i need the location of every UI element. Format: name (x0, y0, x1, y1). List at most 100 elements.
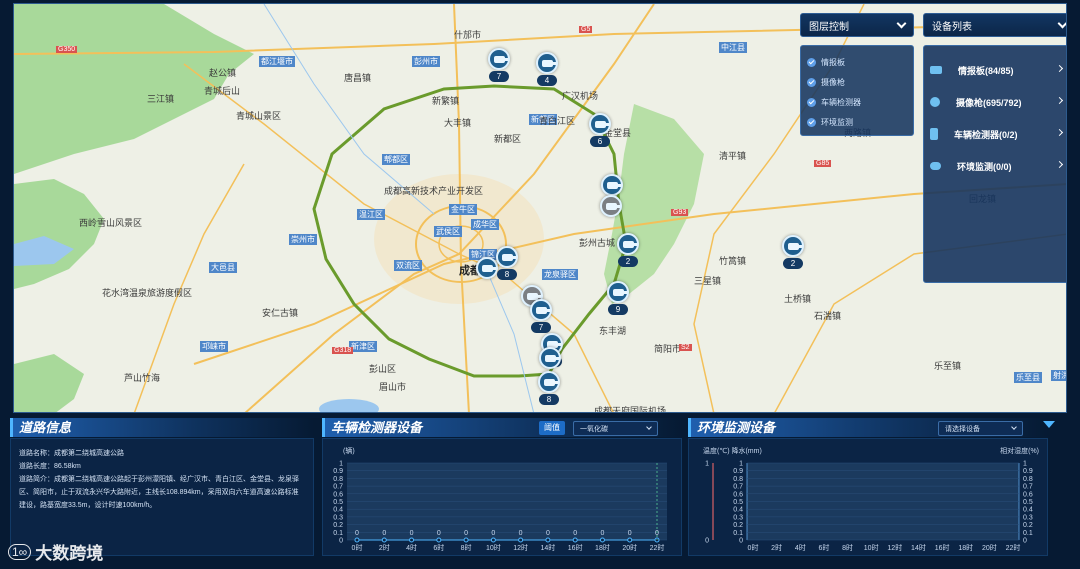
y-tick-label: 0.9 (333, 468, 343, 475)
device-item-info-board[interactable]: 情报板(84/85) (930, 54, 1066, 86)
device-marker[interactable] (536, 52, 558, 74)
map-place-label: 成都高新技术产业开发区 (384, 186, 484, 196)
device-marker[interactable] (782, 235, 804, 257)
y-tick-label-right: 0.1 (1023, 530, 1033, 537)
map-place-label: 彭山区 (369, 364, 397, 374)
layer-item-vehicle-detector[interactable]: 车辆检测器 (807, 92, 907, 112)
map-place-label: 新都区 (494, 134, 522, 144)
map-place-label: 乐至县 (1014, 372, 1042, 383)
x-tick-label: 2时 (379, 543, 390, 552)
map-place-label: 温江区 (357, 209, 385, 220)
cloud-icon (930, 162, 941, 170)
y-tick-label-left-inner: 1 (739, 461, 743, 468)
env-monitor-box: 温度(℃) 降水(mm) 相对湿度(%) 0 1 0 0.1 0.2 0.3 0.4 0.5 0.6… (688, 438, 1048, 556)
device-marker[interactable] (617, 233, 639, 255)
layer-control-dropdown[interactable]: 图层控制 (800, 13, 914, 37)
check-icon (807, 77, 816, 87)
device-list-title: 设备列表 (932, 21, 972, 33)
map-place-label: 锦江区 (469, 249, 497, 260)
camera-icon (606, 181, 621, 189)
map-place-label: 唐昌镇 (344, 73, 372, 83)
map-place-label: G318 (332, 347, 354, 354)
y-tick-label: 1 (339, 461, 343, 468)
device-marker[interactable] (589, 113, 611, 135)
y-tick-label: 0 (339, 538, 343, 545)
map-place-label: 射洪市 (1051, 370, 1066, 381)
data-label: 0 (491, 530, 495, 537)
camera-icon (501, 253, 516, 261)
device-marker[interactable] (496, 246, 518, 268)
camera-icon (543, 378, 558, 386)
device-marker[interactable] (607, 281, 629, 303)
camera-icon (541, 59, 556, 67)
y-axis-label-right: 相对湿度(%) (1000, 446, 1039, 455)
marker-count-badge: 2 (783, 258, 803, 269)
marker-count-badge: 7 (531, 322, 551, 333)
data-label: 0 (437, 530, 441, 537)
data-label: 0 (628, 530, 632, 537)
chevron-right-icon (1055, 160, 1064, 169)
data-point (490, 537, 496, 543)
map-place-label: G350 (56, 46, 78, 53)
device-marker[interactable] (538, 371, 560, 393)
device-marker[interactable] (476, 257, 498, 279)
map-place-label: G85 (814, 160, 832, 167)
bottom-panels: 道路信息 道路名称：成都第二绕城高速公路 道路长度：86.58km 道路简介：成… (0, 414, 1080, 569)
map-place-label: 眉山市 (379, 382, 407, 392)
data-label: 0 (464, 530, 468, 537)
device-marker[interactable] (488, 48, 510, 70)
layer-item-camera[interactable]: 摄像枪 (807, 72, 907, 92)
y-tick-label-right: 0 (1023, 538, 1027, 545)
device-item-environment[interactable]: 环境监测(0/0) (930, 150, 1066, 182)
layer-item-environment[interactable]: 环境监测 (807, 112, 907, 132)
x-tick-label: 6时 (433, 543, 444, 552)
x-tick-label: 22时 (650, 543, 665, 552)
device-marker[interactable] (539, 347, 561, 369)
x-tick-label: 20时 (622, 543, 637, 552)
x-tick-label: 10时 (486, 543, 501, 552)
device-item-camera[interactable]: 摄像枪(695/792) (930, 86, 1066, 118)
y-tick-label-left-inner: 0.2 (733, 522, 743, 529)
info-board-icon (930, 66, 942, 74)
map-place-label: 清平镇 (719, 151, 747, 161)
y-tick-label-left-outer: 0 (705, 538, 709, 545)
map-place-label: 西岭雪山风景区 (79, 218, 143, 228)
y-tick-label-left-inner: 0 (739, 538, 743, 545)
camera-icon (493, 55, 508, 63)
data-label: 0 (601, 530, 605, 537)
chevron-down-icon (646, 424, 652, 430)
chevron-right-icon (1055, 64, 1064, 73)
device-marker[interactable] (600, 195, 622, 217)
x-tick-label: 12时 (887, 543, 902, 552)
marker-count-badge: 9 (608, 304, 628, 315)
y-tick-label-right: 1 (1023, 461, 1027, 468)
map-place-label: 青白江区 (539, 116, 576, 126)
env-device-select[interactable]: 请选择设备 (938, 421, 1023, 436)
camera-icon (594, 120, 609, 128)
y-tick-label-right: 0.6 (1023, 491, 1033, 498)
map-place-label: 土桥镇 (784, 294, 812, 304)
data-point (572, 537, 578, 543)
marker-count-badge: 4 (537, 75, 557, 86)
y-tick-label-left-inner: 0.3 (733, 514, 743, 521)
data-point (436, 537, 442, 543)
device-list-dropdown[interactable]: 设备列表 (923, 13, 1066, 37)
x-tick-label: 2时 (771, 543, 782, 552)
pollutant-select[interactable]: 一氧化碳 (573, 421, 658, 436)
chevron-down-icon (1011, 424, 1017, 430)
layer-item-info-board[interactable]: 情报板 (807, 52, 907, 72)
device-item-vehicle-detector[interactable]: 车辆检测器(0/2) (930, 118, 1066, 150)
marker-count-badge: 6 (590, 136, 610, 147)
watermark-logo: 1∞ 大数跨境 (8, 539, 103, 564)
y-tick-label: 0.4 (333, 507, 343, 514)
collapse-triangle-icon[interactable] (1042, 420, 1056, 430)
map-place-label: 安岳县 (1049, 412, 1067, 413)
y-tick-label-left-inner: 0.7 (733, 484, 743, 491)
device-marker[interactable] (601, 174, 623, 196)
map-place-label: 青城山景区 (236, 111, 282, 121)
map-view[interactable]: G350 赵公镇 青城后山 三江镇 青城山景区 都江堰市 彭州市 唐昌镇 新繁镇 新都区 大丰镇 郫都… (13, 3, 1067, 413)
threshold-button[interactable]: 阈值 (539, 421, 565, 435)
device-marker[interactable] (530, 299, 552, 321)
map-place-label: 大丰镇 (444, 118, 472, 128)
y-tick-label-right: 0.9 (1023, 468, 1033, 475)
